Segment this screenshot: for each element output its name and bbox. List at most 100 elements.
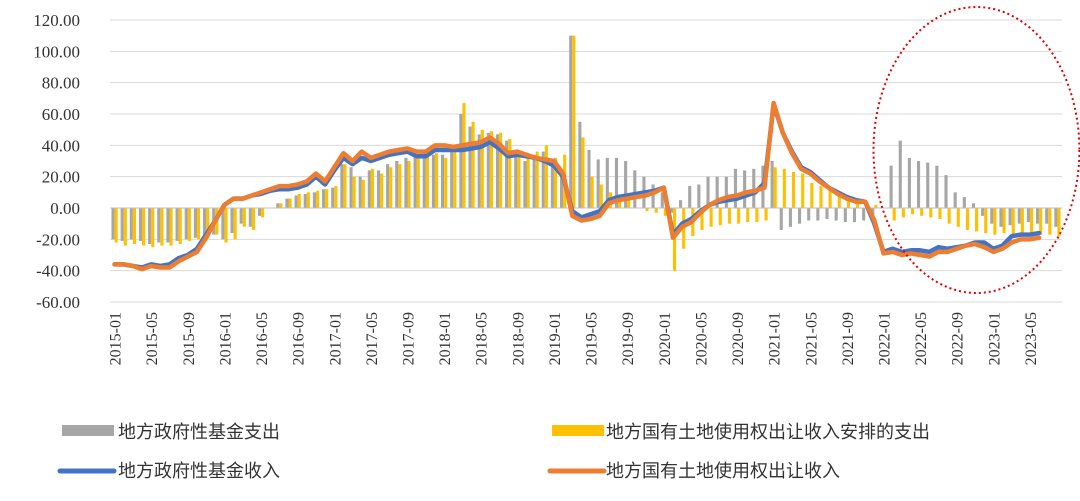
y-axis-ticks: 120.00 100.00 80.00 60.00 40.00 20.00 0.00 -20.… bbox=[33, 11, 80, 312]
bar-gov-fund-spend bbox=[486, 132, 490, 208]
bar-gov-fund-spend bbox=[441, 154, 445, 208]
bar-land-sale-spend bbox=[1048, 208, 1052, 235]
x-tick-label: 2022-05 bbox=[913, 312, 930, 365]
bar-gov-fund-spend bbox=[1017, 208, 1021, 224]
bar-land-sale-spend bbox=[444, 157, 448, 208]
bar-land-sale-spend bbox=[956, 208, 960, 227]
bar-series-group bbox=[111, 35, 1061, 271]
legend-item-land-sale-income: 地方国有土地使用权出让收入 bbox=[547, 461, 840, 482]
bar-gov-fund-spend bbox=[532, 154, 536, 208]
x-tick-label: 2020-01 bbox=[657, 312, 674, 365]
bar-land-sale-spend bbox=[1039, 208, 1043, 235]
bar-gov-fund-spend bbox=[1026, 208, 1030, 223]
legend-label-land-sale-spend: 地方国有土地使用权出让收入安排的支出 bbox=[606, 422, 930, 443]
bar-gov-fund-spend bbox=[257, 208, 262, 216]
bar-land-sale-spend bbox=[910, 208, 915, 215]
bar-land-sale-spend bbox=[572, 35, 576, 208]
bar-land-sale-spend bbox=[773, 167, 777, 208]
bar-gov-fund-spend bbox=[697, 184, 701, 208]
bar-land-sale-spend bbox=[526, 157, 530, 208]
bar-gov-fund-spend bbox=[1036, 208, 1040, 224]
bar-land-sale-spend bbox=[1020, 208, 1024, 237]
bar-land-sale-spend bbox=[434, 153, 439, 208]
bar-land-sale-spend bbox=[947, 208, 951, 224]
bar-gov-fund-spend bbox=[614, 157, 619, 208]
highlight-group bbox=[872, 6, 1080, 294]
bar-gov-fund-spend bbox=[367, 170, 371, 208]
bar-land-sale-spend bbox=[645, 208, 649, 212]
bar-gov-fund-spend bbox=[633, 170, 637, 208]
x-tick-label: 2021-01 bbox=[767, 312, 784, 365]
bar-land-sale-spend bbox=[425, 151, 429, 208]
bar-land-sale-spend bbox=[343, 164, 347, 208]
bar-gov-fund-spend bbox=[166, 208, 170, 243]
bar-gov-fund-spend bbox=[248, 208, 252, 227]
bar-land-sale-spend bbox=[984, 208, 988, 234]
bar-land-sale-spend bbox=[407, 161, 411, 208]
bar-land-sale-spend bbox=[279, 203, 283, 208]
bar-gov-fund-spend bbox=[303, 193, 307, 208]
bar-land-sale-spend bbox=[718, 208, 722, 226]
bar-land-sale-spend bbox=[499, 132, 503, 208]
bar-gov-fund-spend bbox=[953, 192, 957, 208]
bar-land-sale-spend bbox=[965, 208, 969, 230]
bar-gov-fund-spend bbox=[605, 157, 609, 208]
bar-gov-fund-spend bbox=[843, 208, 847, 223]
bar-land-sale-spend bbox=[471, 121, 475, 208]
bar-gov-fund-spend bbox=[331, 187, 335, 208]
x-tick-label: 2015-01 bbox=[108, 312, 125, 365]
bar-land-sale-spend bbox=[801, 173, 805, 208]
bar-gov-fund-spend bbox=[816, 208, 820, 221]
bar-land-sale-spend bbox=[224, 208, 228, 243]
bar-gov-fund-spend bbox=[193, 208, 197, 238]
bar-land-sale-spend bbox=[590, 176, 594, 208]
y-tick-label: 60.00 bbox=[42, 105, 80, 124]
bar-land-sale-spend bbox=[160, 208, 164, 246]
line-series-group bbox=[112, 100, 1042, 272]
bar-land-sale-spend bbox=[938, 208, 942, 219]
bar-gov-fund-spend bbox=[404, 157, 408, 208]
y-tick-label: 0.00 bbox=[50, 199, 80, 218]
bar-land-sale-spend bbox=[361, 179, 365, 208]
y-tick-label: -40.00 bbox=[36, 262, 80, 281]
bar-land-sale-spend bbox=[553, 157, 558, 208]
bar-gov-fund-spend bbox=[148, 208, 152, 245]
bar-land-sale-spend bbox=[480, 129, 484, 208]
bar-gov-fund-spend bbox=[386, 164, 390, 208]
bar-gov-fund-spend bbox=[779, 208, 783, 230]
bar-gov-fund-spend bbox=[862, 208, 866, 221]
bar-gov-fund-spend bbox=[587, 150, 591, 208]
legend-label-land-sale-income: 地方国有土地使用权出让收入 bbox=[606, 461, 840, 482]
x-tick-label: 2020-09 bbox=[730, 312, 747, 365]
bar-land-sale-spend bbox=[352, 176, 356, 208]
bar-land-sale-spend bbox=[178, 208, 182, 245]
bar-gov-fund-spend bbox=[230, 208, 234, 234]
x-tick-label: 2022-01 bbox=[877, 312, 894, 365]
bar-gov-fund-spend bbox=[477, 134, 481, 208]
bar-land-sale-spend bbox=[920, 208, 924, 216]
bar-land-sale-spend bbox=[599, 184, 603, 208]
bar-land-sale-spend bbox=[398, 164, 402, 208]
bar-gov-fund-spend bbox=[541, 151, 545, 208]
legend-label-gov-fund-spend: 地方政府性基金支出 bbox=[118, 422, 280, 443]
bar-land-sale-spend bbox=[151, 208, 155, 248]
y-tick-label: 80.00 bbox=[42, 74, 80, 93]
bar-gov-fund-spend bbox=[889, 165, 893, 208]
bar-land-sale-spend bbox=[334, 186, 338, 208]
bar-land-sale-spend bbox=[142, 208, 146, 246]
bar-gov-fund-spend bbox=[138, 208, 143, 241]
x-tick-label: 2017-09 bbox=[401, 312, 418, 365]
bar-land-sale-spend bbox=[123, 208, 127, 246]
bar-land-sale-spend bbox=[251, 208, 255, 230]
legend-item-land-sale-spend: 地方国有土地使用权出让收入安排的支出 bbox=[552, 422, 930, 443]
bar-land-sale-spend bbox=[782, 168, 786, 208]
bar-gov-fund-spend bbox=[157, 208, 161, 243]
bar-land-sale-spend bbox=[764, 208, 768, 221]
line-land-sale-income bbox=[112, 100, 1042, 272]
bar-gov-fund-spend bbox=[971, 203, 976, 208]
bar-gov-fund-spend bbox=[898, 140, 902, 208]
bar-land-sale-spend bbox=[1029, 208, 1034, 234]
bar-land-sale-spend bbox=[508, 139, 512, 208]
bar-land-sale-spend bbox=[810, 182, 814, 208]
highlight-ellipse bbox=[872, 6, 1080, 294]
